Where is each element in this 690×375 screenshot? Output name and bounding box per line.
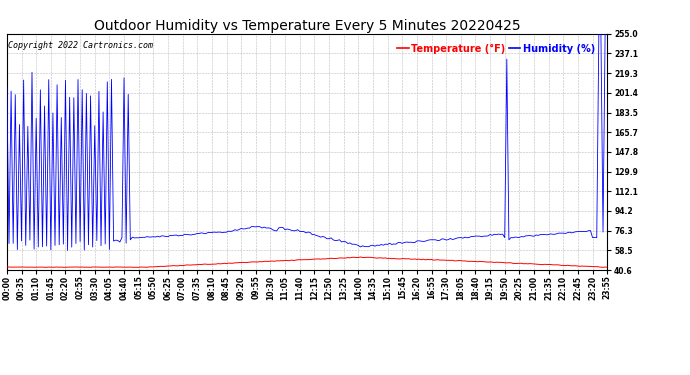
Legend: Temperature (°F), Humidity (%): Temperature (°F), Humidity (%)	[393, 40, 600, 58]
Title: Outdoor Humidity vs Temperature Every 5 Minutes 20220425: Outdoor Humidity vs Temperature Every 5 …	[94, 19, 520, 33]
Text: Copyright 2022 Cartronics.com: Copyright 2022 Cartronics.com	[8, 41, 153, 50]
